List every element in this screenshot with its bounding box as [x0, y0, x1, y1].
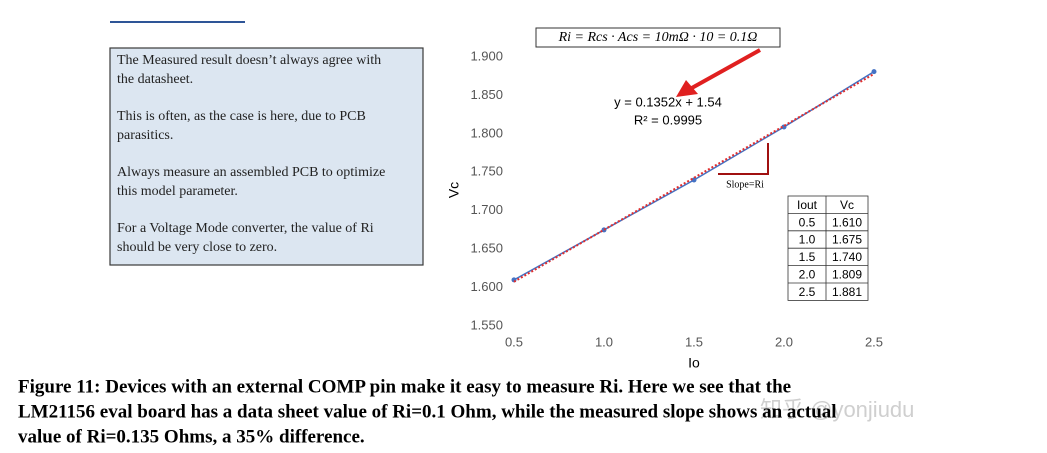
- y-tick-label: 1.650: [470, 241, 503, 256]
- y-tick-label: 1.850: [470, 87, 503, 102]
- note-line: Always measure an assembled PCB to optim…: [117, 165, 385, 180]
- arrow-head: [676, 80, 698, 97]
- watermark: 知乎 @yonjiudu: [760, 397, 914, 422]
- table-cell: 2.5: [799, 285, 816, 299]
- point: [871, 69, 877, 75]
- table-cell: 1.740: [832, 250, 862, 264]
- formula: Ri = Rcs · Acs = 10mΩ · 10 = 0.1Ω: [558, 30, 758, 45]
- x-axis-label: Io: [688, 355, 700, 371]
- note-line: this model parameter.: [117, 184, 238, 199]
- x-tick-label: 0.5: [505, 334, 523, 349]
- note-line: parasitics.: [117, 128, 173, 143]
- table-cell: 0.5: [799, 215, 816, 229]
- note-line: The Measured result doesn’t always agree…: [117, 53, 381, 68]
- note-line: the datasheet.: [117, 72, 193, 87]
- trend-equation: y = 0.1352x + 1.54: [614, 94, 722, 109]
- x-tick-label: 1.0: [595, 334, 613, 349]
- table-cell: 1.5: [799, 250, 816, 264]
- note-line: For a Voltage Mode converter, the value …: [117, 221, 374, 236]
- slope-bracket: [718, 143, 769, 175]
- slope-label: Slope=Ri: [726, 179, 764, 190]
- y-tick-label: 1.600: [470, 279, 503, 294]
- point: [691, 177, 697, 183]
- y-tick-label: 1.700: [470, 202, 503, 217]
- x-tick-label: 1.5: [685, 334, 703, 349]
- formula-box: [535, 27, 781, 48]
- note-box: [109, 47, 424, 266]
- table-cell: 1.610: [832, 215, 862, 229]
- caption-line: LM21156 eval board has a data sheet valu…: [18, 401, 837, 422]
- caption-line: value of Ri=0.135 Ohms, a 35% difference…: [18, 426, 365, 447]
- y-tick-label: 1.550: [470, 317, 503, 332]
- table-cell: Iout: [797, 198, 818, 212]
- table-cell: 1.809: [832, 267, 862, 281]
- table-cell: 1.881: [832, 285, 862, 299]
- arrow: [689, 48, 761, 91]
- x-tick-label: 2.0: [775, 334, 793, 349]
- y-tick-label: 1.800: [470, 125, 503, 140]
- table-cell: 1.0: [799, 233, 816, 247]
- caption-line: Figure 11: Devices with an external COMP…: [18, 376, 791, 397]
- r-squared: R² = 0.9995: [634, 112, 702, 127]
- table-cell: Vc: [840, 198, 854, 212]
- table-cell: 2.0: [799, 267, 816, 281]
- x-tick-label: 2.5: [865, 334, 883, 349]
- trendline: [513, 73, 875, 283]
- y-tick-label: 1.750: [470, 164, 503, 179]
- table-cell: 1.675: [832, 233, 862, 247]
- y-axis-label: Vc: [446, 182, 462, 198]
- y-tick-label: 1.900: [470, 48, 503, 63]
- note-line: This is often, as the case is here, due …: [117, 109, 366, 124]
- note-line: should be very close to zero.: [117, 240, 277, 255]
